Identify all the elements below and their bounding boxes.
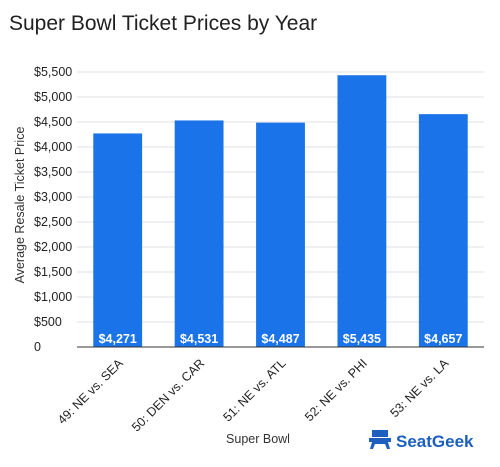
y-tick-label: $5,000 <box>34 90 72 104</box>
y-tick-label: $3,000 <box>34 190 72 204</box>
seatgeek-logo: SeatGeek <box>369 430 474 451</box>
bar <box>174 120 224 347</box>
y-tick-label: $500 <box>34 315 62 329</box>
x-tick-label: 49: NE vs. SEA <box>55 356 126 427</box>
y-tick-label: $1,000 <box>34 290 72 304</box>
y-tick-label: $4,000 <box>34 140 72 154</box>
x-tick-label: 53: NE vs. LA <box>387 356 451 420</box>
bars: $4,271 $4,531 $4,487 $5,435 $4,657 <box>93 75 468 348</box>
y-tick-label: 0 <box>34 340 41 354</box>
y-tick-label: $2,500 <box>34 215 72 229</box>
bar <box>418 114 468 348</box>
brand-name: SeatGeek <box>396 432 474 451</box>
bar-value-label: $4,487 <box>261 332 299 346</box>
y-axis-ticks: 0 $500 $1,000 $1,500 $2,000 $2,500 $3,000 $3,50… <box>34 65 72 354</box>
y-tick-label: $4,500 <box>34 115 72 129</box>
y-tick-label: $2,000 <box>34 240 72 254</box>
bar-value-label: $4,657 <box>424 332 462 346</box>
x-axis-ticks: 49: NE vs. SEA 50: DEN vs. CAR 51: NE vs. … <box>55 356 452 435</box>
bar-value-label: $4,531 <box>180 332 218 346</box>
y-tick-label: $3,500 <box>34 165 72 179</box>
bar <box>337 75 387 347</box>
bar-value-label: $5,435 <box>343 332 381 346</box>
bar <box>93 133 143 347</box>
y-tick-label: $5,500 <box>34 65 72 79</box>
x-tick-label: 52: NE vs. PHI <box>302 356 370 424</box>
bar <box>256 122 305 348</box>
y-axis-label: Average Resale Ticket Price <box>13 127 27 284</box>
seat-icon <box>369 430 391 449</box>
x-tick-label: 50: DEN vs. CAR <box>129 356 207 434</box>
chart-title: Super Bowl Ticket Prices by Year <box>9 12 317 35</box>
x-axis-label: Super Bowl <box>226 432 290 446</box>
y-tick-label: $1,500 <box>34 265 72 279</box>
x-tick-label: 51: NE vs. ATL <box>220 356 288 424</box>
bar-value-label: $4,271 <box>99 332 137 346</box>
